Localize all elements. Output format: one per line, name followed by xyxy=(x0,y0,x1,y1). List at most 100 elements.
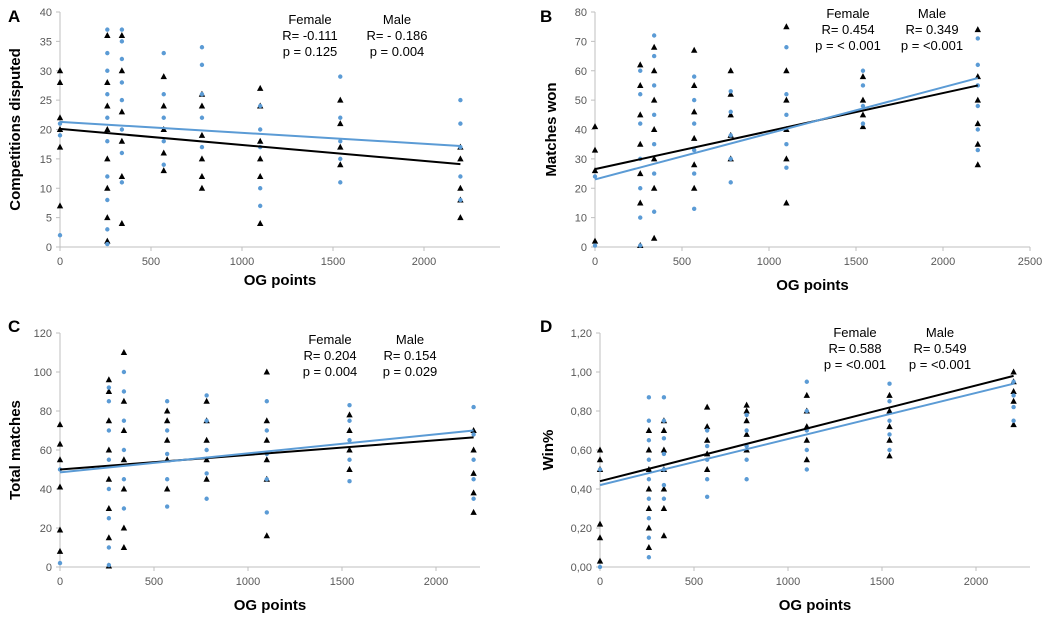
female-point xyxy=(887,381,892,386)
female-point xyxy=(471,457,476,462)
male-point xyxy=(56,79,64,85)
female-point xyxy=(106,385,112,390)
x-axis-title: OG points xyxy=(234,597,307,614)
female-point xyxy=(121,477,127,482)
female-point xyxy=(661,395,667,400)
female-point xyxy=(975,103,980,109)
male-trendline xyxy=(599,374,1014,483)
male-p-value: p = <0.001 xyxy=(901,38,963,53)
male-point xyxy=(337,161,344,168)
female-point xyxy=(887,418,892,423)
y-tick-label: 0,00 xyxy=(571,562,592,574)
male-point xyxy=(637,170,644,177)
female-point xyxy=(597,467,603,472)
male-point xyxy=(346,427,353,433)
female-point xyxy=(121,447,127,453)
male-point xyxy=(203,397,210,404)
female-r-value: R= -0.111 xyxy=(282,28,338,43)
female-point xyxy=(784,141,789,147)
male-point xyxy=(457,214,464,221)
x-tick-label: 1000 xyxy=(757,256,781,268)
male-point xyxy=(690,81,698,88)
male-point xyxy=(160,149,167,156)
female-point xyxy=(204,496,209,501)
male-point xyxy=(160,102,167,109)
female-point xyxy=(161,162,166,167)
female-p-value: p = < 0.001 xyxy=(815,38,881,53)
panel-letter: A xyxy=(8,7,20,26)
female-p-value: p = <0.001 xyxy=(824,357,886,372)
female-point xyxy=(347,402,352,408)
female-point xyxy=(199,62,205,68)
female-point xyxy=(860,121,866,126)
x-tick-label: 2500 xyxy=(1018,256,1042,268)
male-point xyxy=(886,391,893,398)
male-point xyxy=(886,436,893,443)
y-tick-label: 0 xyxy=(46,562,52,574)
x-axis-title: OG points xyxy=(776,277,849,294)
female-point xyxy=(651,83,657,88)
female-point xyxy=(651,171,657,176)
male-point xyxy=(263,436,270,443)
x-tick-label: 1500 xyxy=(870,576,894,588)
female-point xyxy=(161,115,166,120)
panel-letter: D xyxy=(540,317,552,336)
female-point xyxy=(661,496,667,501)
male-point xyxy=(470,489,477,496)
male-point xyxy=(743,407,750,414)
male-point xyxy=(660,505,668,511)
female-point xyxy=(105,92,110,97)
x-tick-label: 500 xyxy=(145,576,163,588)
female-point xyxy=(121,389,127,394)
female-point xyxy=(264,399,269,404)
male-point xyxy=(660,485,668,492)
male-point xyxy=(727,90,734,97)
female-point xyxy=(471,432,476,437)
female-point xyxy=(57,560,63,566)
female-point xyxy=(661,436,667,441)
male-point xyxy=(886,407,893,414)
y-tick-label: 35 xyxy=(40,36,52,48)
female-point xyxy=(161,92,166,97)
male-point xyxy=(637,61,644,68)
female-point xyxy=(784,92,789,97)
female-point xyxy=(106,486,112,492)
male-trendline xyxy=(594,84,979,171)
x-tick-label: 1500 xyxy=(330,576,354,588)
female-point xyxy=(258,127,263,132)
panel-c: 0 20 40 60 80 100 120 0 500 1000 1500 2000 OG points… xyxy=(7,317,480,614)
female-point xyxy=(204,447,209,453)
female-point xyxy=(199,92,205,97)
y-tick-label: 50 xyxy=(575,95,587,107)
x-tick-label: 2000 xyxy=(964,576,988,588)
male-point xyxy=(105,505,113,511)
female-point xyxy=(638,215,643,220)
female-point xyxy=(105,197,110,203)
female-point xyxy=(119,180,125,185)
female-point xyxy=(860,68,866,73)
male-point xyxy=(650,234,658,241)
female-point xyxy=(106,562,112,568)
female-point xyxy=(804,447,809,453)
female-point xyxy=(458,121,463,126)
female-point xyxy=(347,418,352,423)
female-point xyxy=(121,418,127,423)
female-point xyxy=(975,36,980,41)
x-tick-label: 500 xyxy=(685,576,703,588)
male-point xyxy=(596,557,604,564)
female-point xyxy=(646,535,652,540)
female-point xyxy=(258,186,263,191)
female-r-value: R= 0.454 xyxy=(821,22,874,37)
female-point xyxy=(744,428,749,433)
female-point xyxy=(704,477,710,482)
female-point xyxy=(106,428,112,433)
male-point xyxy=(645,505,653,511)
male-point xyxy=(1010,421,1017,428)
y-axis-title: Total matches xyxy=(7,400,24,500)
male-point xyxy=(56,202,64,209)
female-point xyxy=(804,408,809,414)
male-point xyxy=(703,466,711,472)
female-point xyxy=(164,451,170,457)
y-tick-label: 0,80 xyxy=(571,406,592,418)
male-point xyxy=(163,485,171,492)
